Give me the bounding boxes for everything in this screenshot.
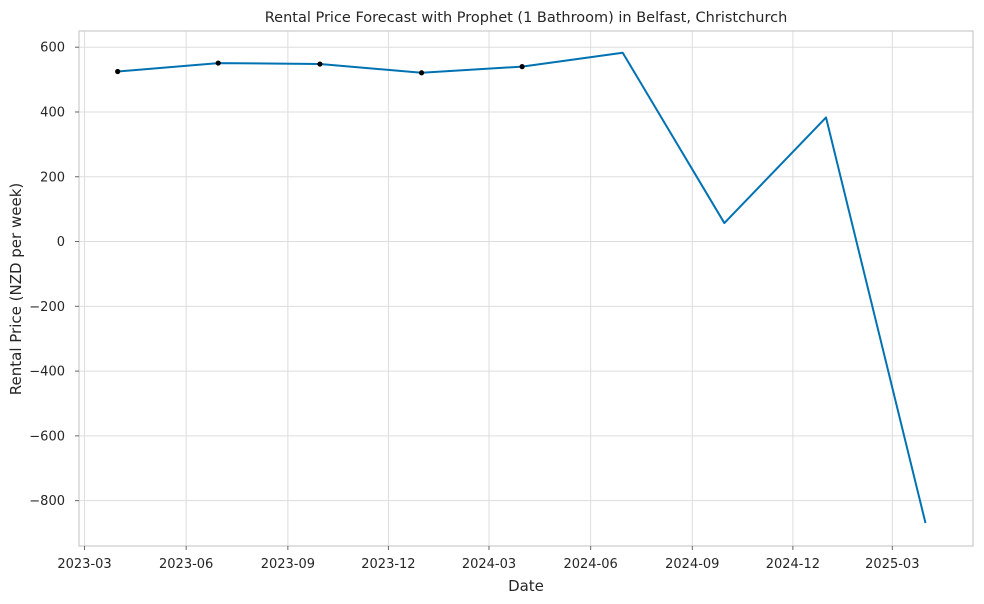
tick-layer: 2023-03 2023-06 2023-09 2023-12 2024-03 2024-… bbox=[29, 41, 919, 572]
y-tick-label: −600 bbox=[29, 429, 65, 444]
x-tick-label: 2024-12 bbox=[766, 557, 820, 572]
observed-point bbox=[418, 70, 425, 76]
y-tick-label: 200 bbox=[40, 170, 65, 185]
y-tick-label: 400 bbox=[40, 105, 65, 120]
y-axis-label: Rental Price (NZD per week) bbox=[7, 183, 25, 395]
x-tick-label: 2024-06 bbox=[563, 557, 617, 572]
chart-title: Rental Price Forecast with Prophet (1 Ba… bbox=[265, 10, 788, 26]
observed-point bbox=[215, 60, 221, 66]
point-layer bbox=[115, 60, 525, 76]
y-tick-label: −400 bbox=[29, 365, 65, 380]
observed-point bbox=[317, 61, 323, 67]
forecast-line bbox=[117, 51, 927, 524]
x-tick-label: 2025-03 bbox=[865, 557, 919, 572]
y-tick-label: 0 bbox=[57, 235, 65, 250]
x-tick-label: 2024-09 bbox=[665, 557, 719, 572]
y-tick-label: −800 bbox=[29, 494, 65, 509]
y-tick-label: 600 bbox=[40, 41, 65, 56]
observed-point bbox=[519, 64, 525, 70]
plot-frame bbox=[78, 30, 974, 547]
y-tick-label: −200 bbox=[29, 300, 65, 315]
observed-point bbox=[115, 68, 121, 75]
x-tick-label: 2023-12 bbox=[361, 557, 415, 572]
x-axis-label: Date bbox=[508, 577, 544, 595]
line-layer bbox=[117, 51, 927, 524]
x-tick-label: 2023-09 bbox=[261, 557, 315, 572]
x-tick-label: 2023-06 bbox=[159, 557, 213, 572]
x-tick-label: 2023-03 bbox=[57, 557, 111, 572]
grid-layer bbox=[79, 31, 973, 546]
x-tick-label: 2024-03 bbox=[462, 557, 516, 572]
